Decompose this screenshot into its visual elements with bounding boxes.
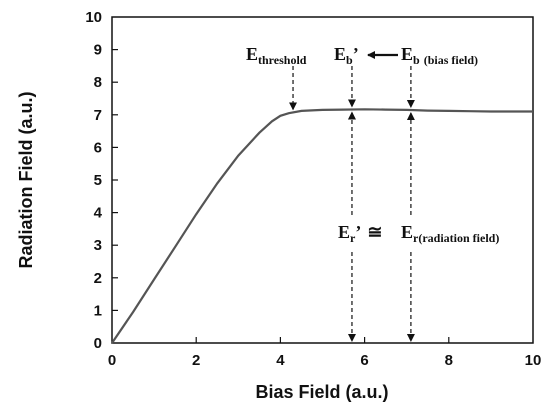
er-prime-label: Er’ ≅ xyxy=(338,222,382,245)
y-axis-ticks: 0 1 2 3 4 5 6 7 8 9 10 xyxy=(85,9,118,352)
x-tick-label: 8 xyxy=(445,352,453,369)
y-tick-label: 3 xyxy=(94,237,102,254)
x-tick-label: 10 xyxy=(525,352,542,369)
y-tick-label: 4 xyxy=(94,205,103,222)
y-axis-title: Radiation Field (a.u.) xyxy=(16,91,36,268)
eb-prime-label: Eb’ xyxy=(334,44,359,67)
series-line xyxy=(111,108,533,344)
x-tick-label: 0 xyxy=(108,352,116,369)
threshold-label: Ethreshold xyxy=(246,44,307,67)
y-tick-label: 2 xyxy=(94,270,102,287)
x-tick-label: 2 xyxy=(192,352,200,369)
x-axis-title: Bias Field (a.u.) xyxy=(255,382,388,402)
eb-label: Eb (bias field) xyxy=(401,44,478,67)
x-tick-label: 6 xyxy=(360,352,368,369)
y-tick-label: 0 xyxy=(94,335,102,352)
x-axis-ticks: 0 2 4 6 8 10 xyxy=(108,337,542,369)
y-tick-label: 8 xyxy=(94,74,102,91)
y-tick-label: 5 xyxy=(94,172,102,189)
y-tick-label: 10 xyxy=(85,9,102,26)
er-label: Er(radiation field) xyxy=(401,222,499,245)
y-tick-label: 1 xyxy=(94,302,102,319)
y-tick-label: 6 xyxy=(94,139,102,156)
y-tick-label: 9 xyxy=(94,42,102,59)
y-tick-label: 7 xyxy=(94,107,102,124)
x-tick-label: 4 xyxy=(276,352,285,369)
